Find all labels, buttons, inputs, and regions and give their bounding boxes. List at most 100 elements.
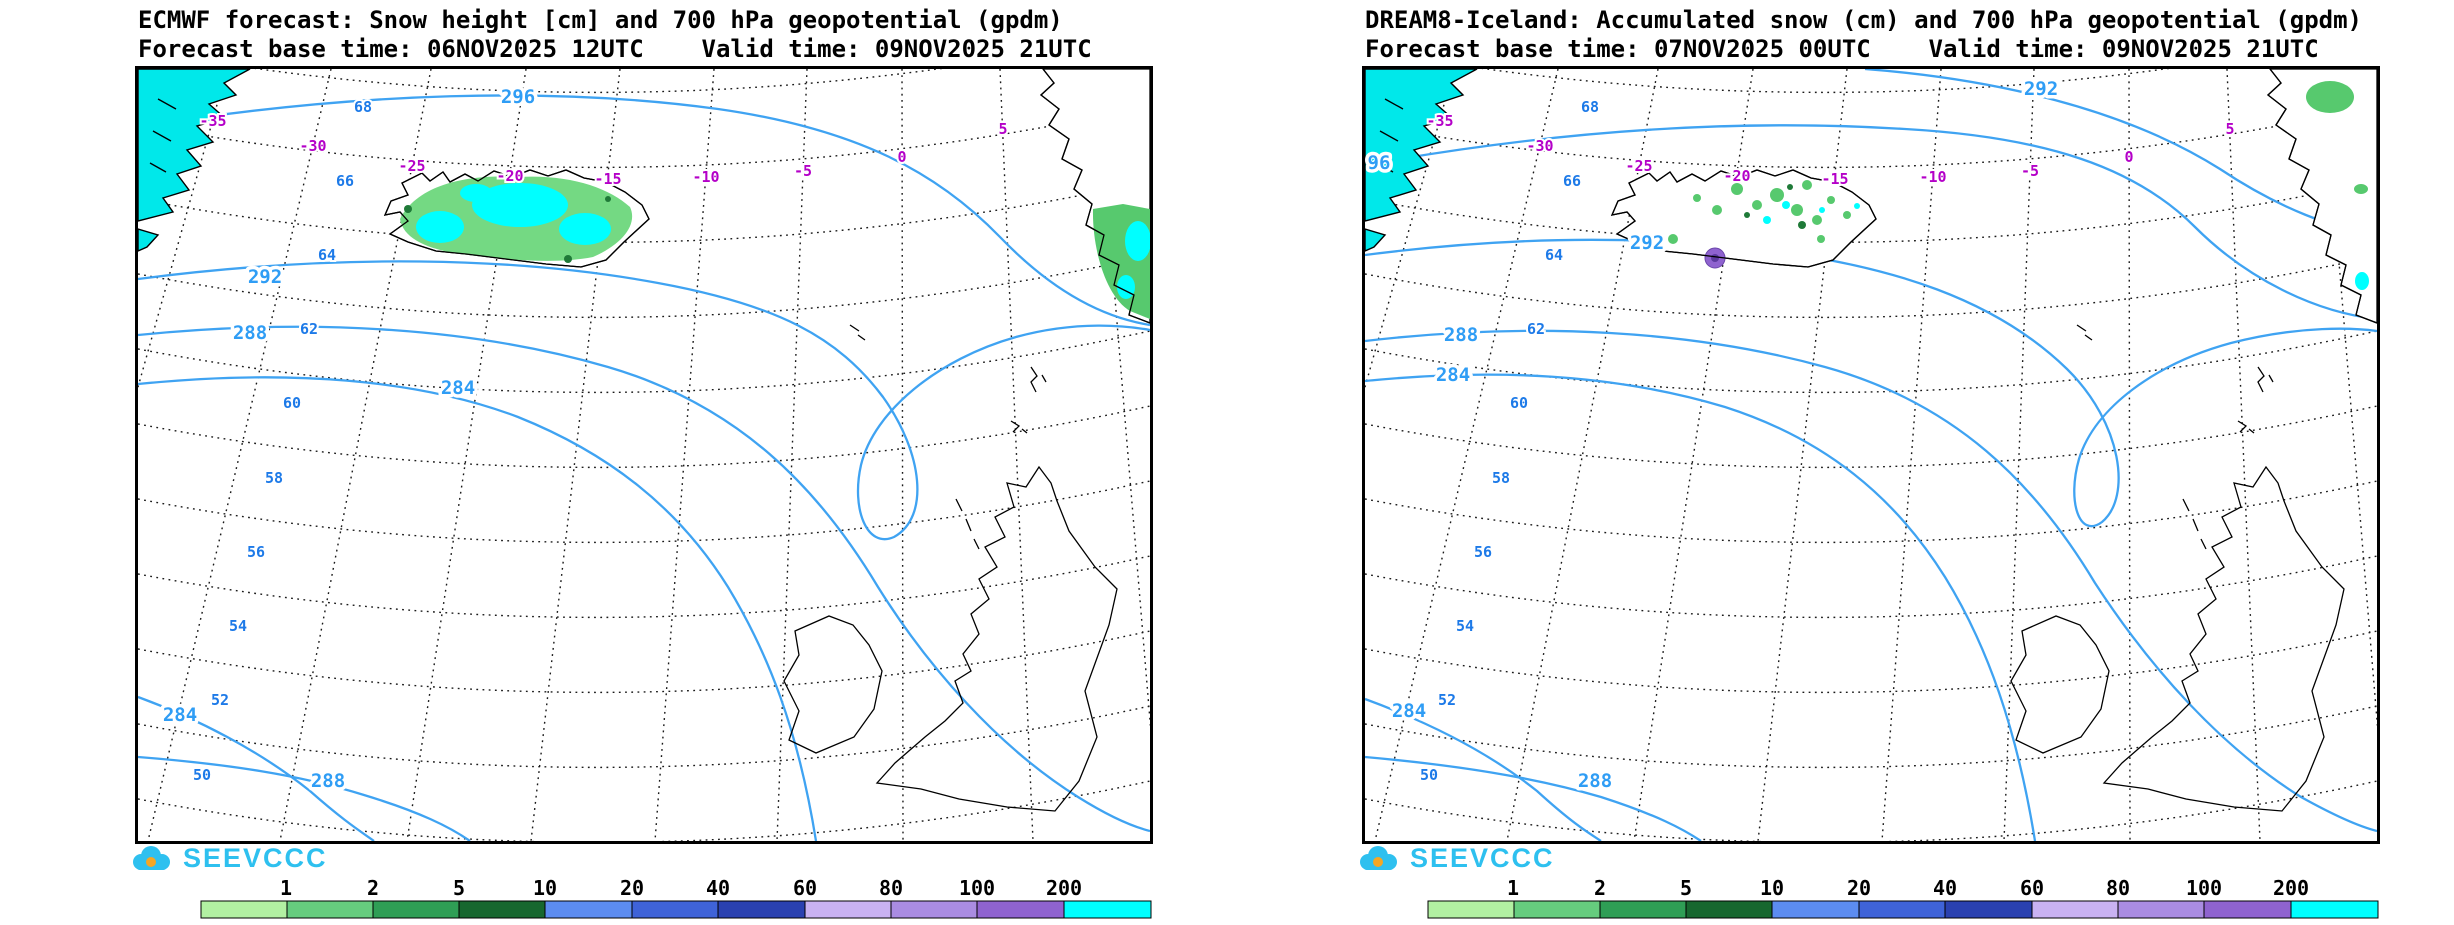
snow-darkgreen-spot [404,205,412,213]
scale-segment [2117,900,2205,919]
contour-288 [1365,329,2377,833]
snow-darkgreen-spot [564,255,572,263]
seevccc-logo: SEEVCCC [128,842,328,874]
cloud-logo-icon [133,846,170,870]
snow-darkgreen-spot [1744,212,1750,218]
legend-label: 200 [2272,876,2310,900]
snow-green-spot [1693,194,1701,202]
lon-label: -5 [794,162,812,180]
snow-green-spot [1843,211,1851,219]
snow-cyan-spot [1819,207,1825,213]
dream8-panel: DREAM8-Iceland: Accumulated snow (cm) an… [1227,0,2454,925]
snow-green-spot [1752,200,1762,210]
snow-scale-legend: 1 2 5 10 20 40 60 80 100 200 [200,876,1152,922]
snow-green-spot [1668,234,1678,244]
contour-value-labels: 296 292 288 284 284 288 [159,83,538,796]
snow-green-spot [1812,215,1822,225]
snow-green-spot [1770,188,1784,202]
scale-segment [1771,900,1860,919]
legend-label: 60 [2019,876,2045,900]
lon-label: -35 [199,112,226,130]
contour-284-south [138,695,375,841]
legend-label: 80 [878,876,904,900]
snow-cyan-area [1125,221,1150,261]
lon-label: -30 [1526,137,1553,155]
panel-title: DREAM8-Iceland: Accumulated snow (cm) an… [1365,6,2362,34]
snow-darkgreen-spot [605,196,611,202]
legend-label: 200 [1045,876,1083,900]
lat-label: 68 [1581,98,1599,116]
lon-label: -5 [2021,162,2039,180]
lon-label: -15 [1821,170,1848,188]
snow-cyan-area [2355,272,2369,290]
longitude-labels: -35 -30 -25 -20 -15 -10 -5 0 5 [197,110,1009,190]
contour-284 [138,376,818,841]
legend-label: 1 [1506,876,1520,900]
map-frame: 296 292 288 284 284 288 -35 -30 -25 -20 … [135,66,1153,844]
cloud-logo-icon [1360,846,1397,870]
geopotential-contours [1365,69,2377,841]
lat-label: 60 [1510,394,1528,412]
snow-green-area [2354,184,2368,194]
contour-label: 292 [248,266,282,288]
lat-label: 66 [336,172,354,190]
scale-segment [286,900,374,919]
contour-label: 284 [441,377,475,399]
legend-label: 40 [1932,876,1958,900]
lat-label: 62 [1527,320,1545,338]
snow-scale-legend: 1 2 5 10 20 40 60 80 100 200 [1427,876,2379,922]
scale-segment [1063,900,1152,919]
legend-label: 100 [958,876,996,900]
legend-label: 5 [1679,876,1693,900]
contour-292 [138,260,1150,541]
lon-label: -25 [398,157,425,175]
logo-text: SEEVCCC [1410,842,1555,873]
scale-segment [890,900,978,919]
legend-label: 2 [1593,876,1607,900]
contour-296 [138,94,1150,327]
british-isles [2010,324,2345,812]
snow-green-spot [1791,204,1803,216]
legend-label: 2 [366,876,380,900]
geopotential-contours [138,94,1150,841]
lon-label: 5 [2225,120,2234,138]
scale-segment [804,900,892,919]
lat-label: 50 [193,766,211,784]
snow-purple-core [1711,254,1719,262]
lon-label: -10 [692,168,719,186]
color-scale-bar [1427,900,2379,919]
contour-label: 284 [163,704,197,726]
lat-label: 66 [1563,172,1581,190]
contour-label: 288 [233,322,267,344]
lat-label: 68 [354,98,372,116]
snow-cyan-spot [1782,201,1790,209]
lat-label: 54 [1456,617,1474,635]
lat-label: 52 [211,691,229,709]
british-isles [783,324,1118,812]
latitude-labels: 68 66 64 62 60 58 56 54 52 50 [191,96,374,786]
snow-shading-norway [2306,81,2369,290]
contour-label: 288 [311,770,345,792]
lat-label: 56 [247,543,265,561]
snow-green-spot [1802,180,1812,190]
contour-value-labels: 292 96 292 288 284 284 288 [1365,75,2062,796]
lat-label: 52 [1438,691,1456,709]
snow-green-area [2306,81,2354,113]
snow-shading-iceland [400,176,633,263]
legend-label: 100 [2185,876,2223,900]
lon-label: -10 [1919,168,1946,186]
scale-segment [372,900,460,919]
contour-288 [138,325,1150,833]
ecmwf-weather-map: 296 292 288 284 284 288 -35 -30 -25 -20 … [138,69,1150,841]
graticule [1365,69,2377,841]
scale-segment [1599,900,1687,919]
scale-segment [2203,900,2292,919]
scale-segment [2031,900,2119,919]
panel-subtitle: Forecast base time: 06NOV2025 12UTC Vali… [138,35,1092,63]
lon-label: -35 [1426,112,1453,130]
lon-label: 0 [897,148,906,166]
lon-label: -20 [1723,167,1750,185]
scale-segment [1513,900,1601,919]
snow-cyan-area [472,183,568,227]
